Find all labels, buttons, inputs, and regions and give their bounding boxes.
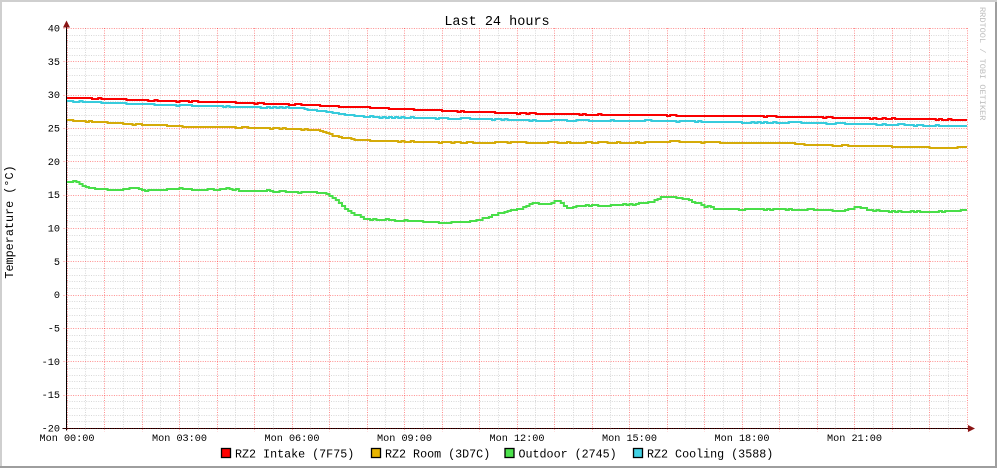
svg-text:-5: -5 xyxy=(48,325,60,336)
svg-text:30: 30 xyxy=(48,91,60,102)
svg-text:Temperature (°C): Temperature (°C) xyxy=(3,165,17,278)
svg-text:RRDTOOL / TOBI OETIKER: RRDTOOL / TOBI OETIKER xyxy=(977,7,987,120)
svg-text:15: 15 xyxy=(48,191,60,202)
svg-text:RZ2 Cooling (3588): RZ2 Cooling (3588) xyxy=(647,448,773,462)
svg-text:35: 35 xyxy=(48,58,60,69)
svg-text:Mon 15:00: Mon 15:00 xyxy=(602,434,657,445)
svg-text:Mon 12:00: Mon 12:00 xyxy=(489,434,544,445)
svg-text:Mon 00:00: Mon 00:00 xyxy=(39,434,94,445)
svg-text:Outdoor (2745): Outdoor (2745) xyxy=(519,448,617,462)
svg-text:40: 40 xyxy=(48,25,60,36)
svg-text:-15: -15 xyxy=(42,391,60,402)
svg-text:-10: -10 xyxy=(42,358,60,369)
svg-text:0: 0 xyxy=(54,291,60,302)
svg-text:Mon 18:00: Mon 18:00 xyxy=(714,434,769,445)
svg-text:20: 20 xyxy=(48,158,60,169)
svg-text:Mon 09:00: Mon 09:00 xyxy=(377,434,432,445)
svg-text:-20: -20 xyxy=(42,425,60,436)
svg-text:10: 10 xyxy=(48,225,60,236)
svg-text:5: 5 xyxy=(54,258,60,269)
svg-text:RZ2 Room (3D7C): RZ2 Room (3D7C) xyxy=(385,448,490,462)
svg-text:Mon 21:00: Mon 21:00 xyxy=(827,434,882,445)
svg-text:Mon 03:00: Mon 03:00 xyxy=(152,434,207,445)
svg-text:RZ2 Intake (7F75): RZ2 Intake (7F75) xyxy=(235,448,354,462)
svg-text:Mon 06:00: Mon 06:00 xyxy=(264,434,319,445)
svg-text:25: 25 xyxy=(48,125,60,136)
svg-text:Last 24 hours: Last 24 hours xyxy=(444,15,549,30)
